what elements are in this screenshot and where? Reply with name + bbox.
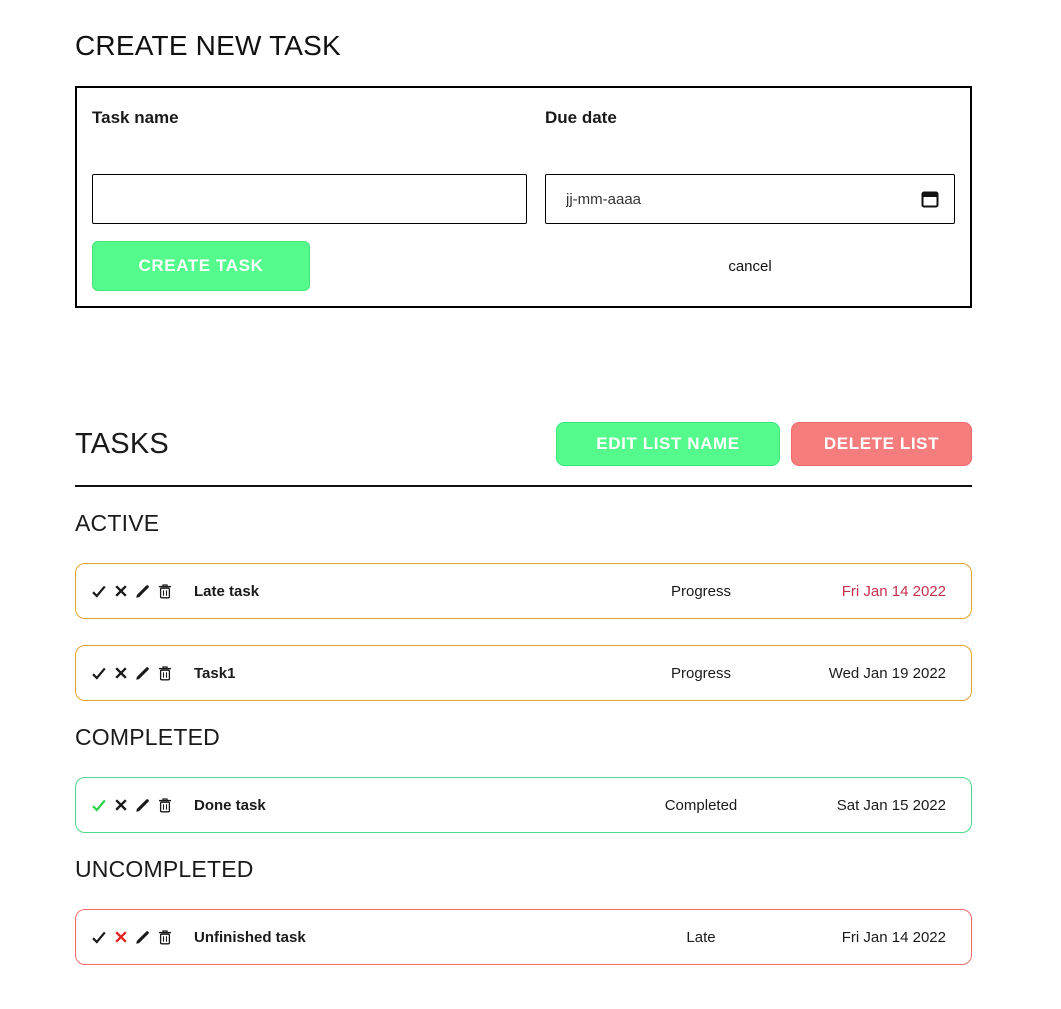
task-name-input[interactable]	[92, 174, 527, 224]
cancel-link[interactable]: cancel	[728, 257, 772, 275]
task-status: Progress	[670, 664, 732, 682]
task-name: Unfinished task	[194, 928, 306, 946]
task-due-date: Wed Jan 19 2022	[828, 664, 946, 682]
edit-pencil-icon[interactable]	[135, 584, 150, 599]
task-name-label: Task name	[92, 108, 179, 127]
due-date-text[interactable]	[564, 189, 920, 209]
page: CREATE NEW TASK Task name Due date CREAT…	[75, 30, 972, 1008]
task-row: Unfinished task Late Fri Jan 14 2022	[75, 909, 972, 965]
create-task-form: Task name Due date CREATE TASK cancel	[75, 86, 972, 308]
group-heading: UNCOMPLETED	[75, 856, 254, 882]
task-name: Done task	[194, 796, 266, 814]
task-group: ACTIVE	[75, 510, 972, 701]
task-row: Task1 Progress Wed Jan 19 2022	[75, 645, 972, 701]
complete-check-icon[interactable]	[91, 666, 106, 681]
task-row: Late task Progress Fri Jan 14 2022	[75, 563, 972, 619]
cancel-x-icon[interactable]	[113, 930, 128, 945]
complete-check-icon[interactable]	[91, 930, 106, 945]
due-date-label: Due date	[545, 108, 617, 127]
task-status: Late	[686, 928, 716, 946]
edit-list-name-button[interactable]: EDIT LIST NAME	[556, 422, 780, 466]
complete-check-icon[interactable]	[91, 584, 106, 599]
edit-pencil-icon[interactable]	[135, 798, 150, 813]
task-name: Late task	[194, 582, 260, 600]
tasks-heading: TASKS	[75, 427, 169, 460]
group-rows: Done task Completed Sat Jan 15 2022	[75, 777, 972, 833]
calendar-icon[interactable]	[920, 189, 940, 209]
cancel-x-icon[interactable]	[113, 666, 128, 681]
task-due-date: Sat Jan 15 2022	[836, 796, 946, 814]
delete-trash-icon[interactable]	[157, 797, 172, 813]
task-due-date: Fri Jan 14 2022	[841, 582, 946, 600]
task-name: Task1	[194, 664, 236, 682]
delete-trash-icon[interactable]	[157, 583, 172, 599]
group-rows: Unfinished task Late Fri Jan 14 2022	[75, 909, 972, 965]
tasks-header-buttons: EDIT LIST NAME DELETE LIST	[556, 422, 972, 466]
cancel-x-icon[interactable]	[113, 798, 128, 813]
task-row-actions	[91, 583, 172, 599]
group-rows: Late task Progress Fri Jan 14 2022	[75, 563, 972, 701]
tasks-divider	[75, 485, 972, 487]
group-heading: COMPLETED	[75, 724, 220, 750]
cancel-x-icon[interactable]	[113, 584, 128, 599]
delete-trash-icon[interactable]	[157, 665, 172, 681]
delete-list-button[interactable]: DELETE LIST	[791, 422, 972, 466]
task-row: Done task Completed Sat Jan 15 2022	[75, 777, 972, 833]
task-groups: ACTIVE	[75, 510, 972, 965]
task-group: COMPLETED	[75, 724, 972, 833]
edit-pencil-icon[interactable]	[135, 930, 150, 945]
task-due-date: Fri Jan 14 2022	[841, 928, 946, 946]
task-status: Progress	[670, 582, 732, 600]
cancel-cell: cancel	[545, 241, 955, 291]
create-task-button[interactable]: CREATE TASK	[92, 241, 310, 291]
task-status: Completed	[664, 796, 738, 814]
group-heading: ACTIVE	[75, 510, 160, 536]
due-date-input[interactable]	[545, 174, 955, 224]
complete-check-icon[interactable]	[91, 798, 106, 813]
task-row-actions	[91, 929, 172, 945]
task-group: UNCOMPLETED	[75, 856, 972, 965]
tasks-header: TASKS EDIT LIST NAME DELETE LIST	[75, 422, 972, 466]
delete-trash-icon[interactable]	[157, 929, 172, 945]
edit-pencil-icon[interactable]	[135, 666, 150, 681]
task-row-actions	[91, 665, 172, 681]
task-row-actions	[91, 797, 172, 813]
page-title: CREATE NEW TASK	[75, 30, 341, 61]
